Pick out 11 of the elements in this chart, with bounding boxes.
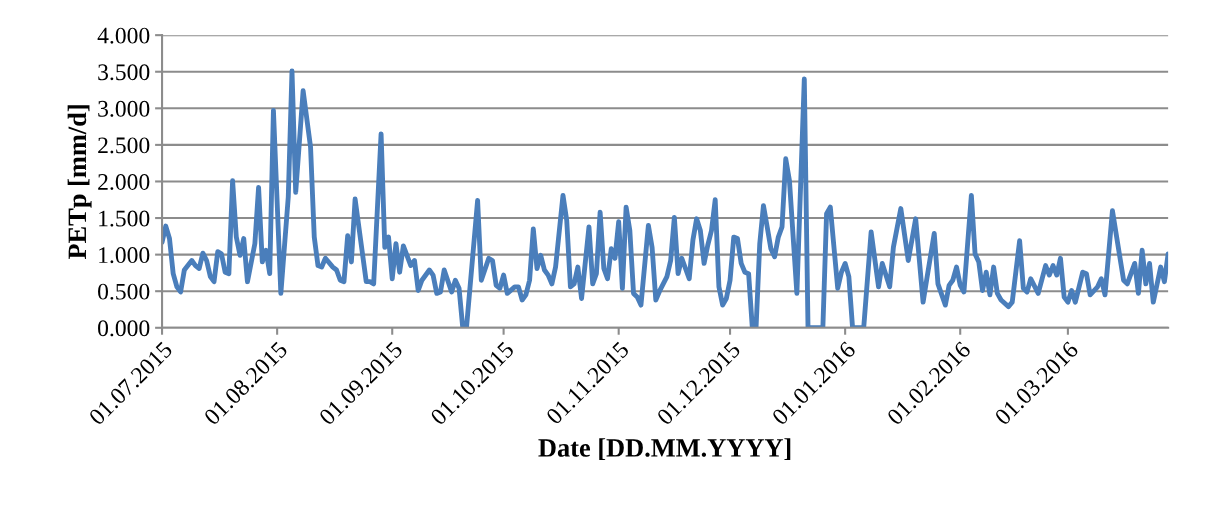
x-axis-title: Date [DD.MM.YYYY] xyxy=(538,438,791,461)
y-tick-label: 2.000 xyxy=(98,173,150,190)
y-tick-label: 0.500 xyxy=(98,283,150,300)
y-tick-label: 1.500 xyxy=(99,210,150,227)
y-tick-label: 4.000 xyxy=(97,27,150,44)
y-tick-label: 2.500 xyxy=(98,137,150,154)
y-tick-label: 1.000 xyxy=(99,247,150,264)
y-tick-label: 0.000 xyxy=(98,320,150,337)
y-tick-label: 3.500 xyxy=(98,64,150,81)
y-tick-label: 3.000 xyxy=(98,100,150,117)
y-axis-title: PETp [mm/d] xyxy=(67,105,92,260)
